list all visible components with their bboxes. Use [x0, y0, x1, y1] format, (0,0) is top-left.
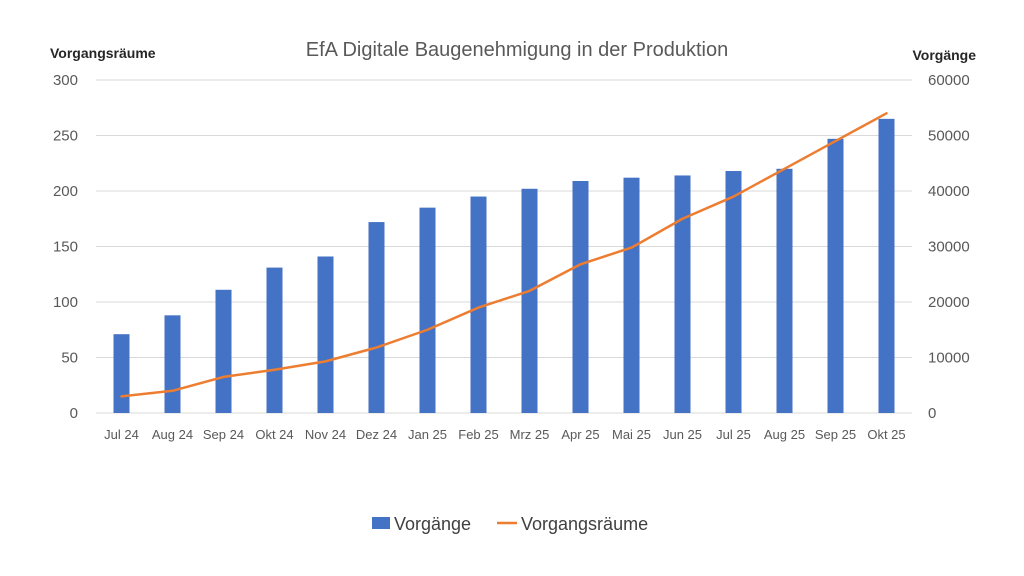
x-tick-label: Aug 25: [764, 427, 805, 442]
bar: [368, 222, 385, 413]
bar: [572, 181, 589, 413]
left-tick-label: 300: [53, 72, 78, 89]
right-tick-label: 60000: [928, 72, 970, 89]
right-tick-label: 20000: [928, 294, 970, 311]
bar: [674, 175, 691, 413]
bar: [266, 267, 283, 413]
right-tick-label: 30000: [928, 239, 970, 256]
bar: [827, 138, 844, 413]
x-tick-label: Jan 25: [408, 427, 447, 442]
left-axis-ticks: 0 50 100 150 200 250 300: [53, 72, 78, 422]
left-tick-label: 100: [53, 294, 78, 311]
legend-label-line: Vorgangsräume: [521, 514, 648, 534]
right-axis-title: Vorgänge: [912, 47, 976, 63]
bar: [521, 188, 538, 413]
legend-label-bar: Vorgänge: [394, 514, 471, 534]
bar-series: [113, 118, 895, 413]
right-tick-label: 0: [928, 405, 936, 422]
x-tick-label: Jul 25: [716, 427, 751, 442]
bar: [419, 207, 436, 413]
x-tick-label: Apr 25: [561, 427, 599, 442]
x-tick-label: Dez 24: [356, 427, 397, 442]
left-tick-label: 50: [61, 350, 78, 367]
x-tick-label: Feb 25: [458, 427, 498, 442]
x-tick-label: Mrz 25: [510, 427, 550, 442]
series-line: [120, 112, 888, 398]
bar: [113, 334, 130, 413]
right-tick-label: 40000: [928, 183, 970, 200]
left-axis-title: Vorgangsräume: [50, 45, 156, 61]
x-tick-label: Jul 24: [104, 427, 139, 442]
x-tick-label: Aug 24: [152, 427, 193, 442]
gridlines: [96, 79, 912, 414]
bar: [776, 168, 793, 413]
x-tick-label: Okt 24: [255, 427, 293, 442]
x-tick-label: Sep 25: [815, 427, 856, 442]
bar: [215, 289, 232, 413]
left-tick-label: 200: [53, 183, 78, 200]
chart-title: EfA Digitale Baugenehmigung in der Produ…: [306, 39, 729, 61]
x-tick-label: Sep 24: [203, 427, 244, 442]
x-tick-label: Okt 25: [867, 427, 905, 442]
bar: [725, 171, 742, 413]
right-tick-label: 50000: [928, 128, 970, 145]
left-tick-label: 150: [53, 239, 78, 256]
bar: [470, 196, 487, 413]
x-tick-label: Mai 25: [612, 427, 651, 442]
x-tick-label: Nov 24: [305, 427, 346, 442]
line-series: [120, 112, 888, 398]
right-axis-ticks: 0 10000 20000 30000 40000 50000 60000: [928, 72, 970, 422]
right-tick-label: 10000: [928, 350, 970, 367]
bar: [623, 177, 640, 413]
legend: Vorgänge Vorgangsräume: [372, 514, 648, 534]
bar: [164, 315, 181, 413]
left-tick-label: 250: [53, 128, 78, 145]
bar: [317, 256, 334, 413]
left-tick-label: 0: [70, 405, 78, 422]
legend-swatch-bar: [372, 517, 390, 529]
x-axis-ticks: Jul 24 Aug 24 Sep 24 Okt 24 Nov 24 Dez 24 Jan …: [104, 427, 906, 442]
x-tick-label: Jun 25: [663, 427, 702, 442]
bar: [878, 118, 895, 413]
